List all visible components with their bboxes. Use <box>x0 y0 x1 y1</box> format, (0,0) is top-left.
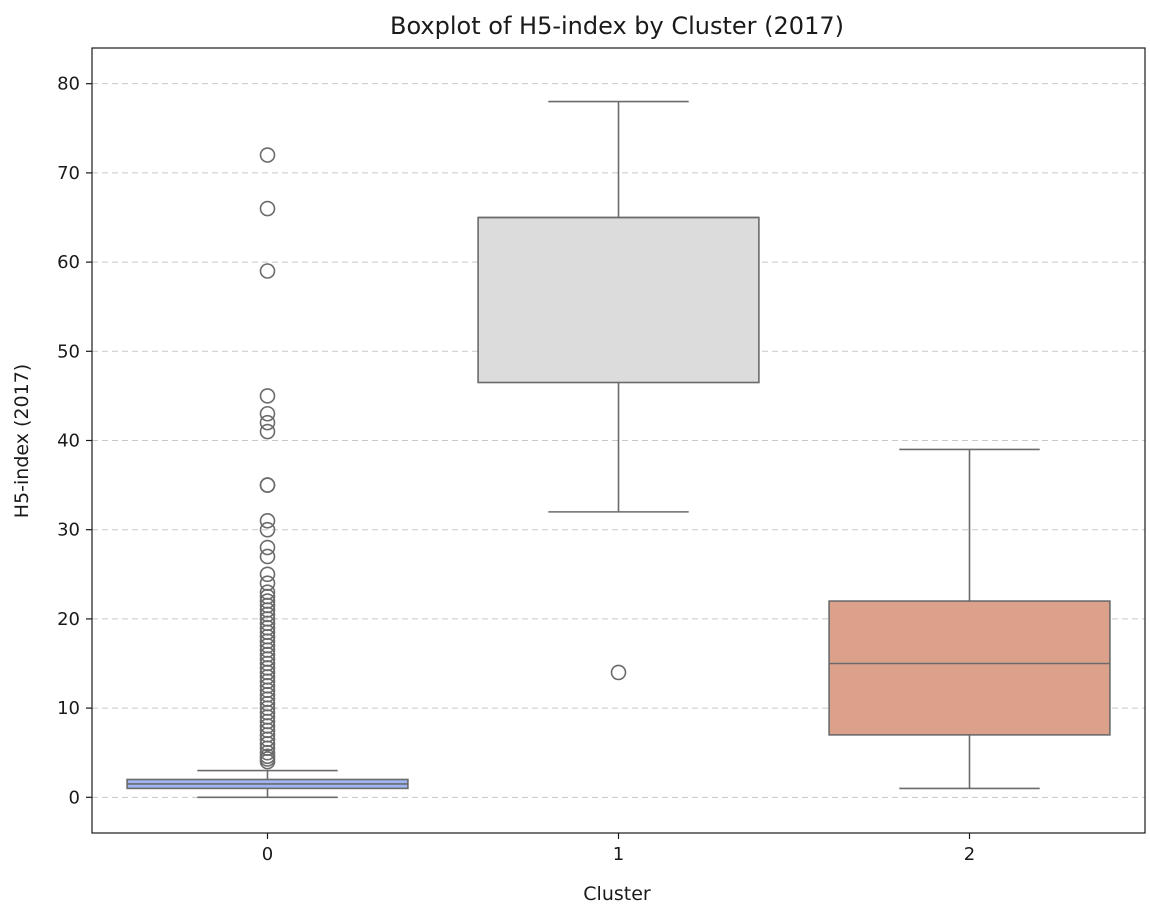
outlier-point <box>259 405 276 422</box>
y-tick-label: 20 <box>57 609 80 630</box>
outlier-point <box>610 664 627 681</box>
y-tick-label: 60 <box>57 252 80 273</box>
box-group-cluster-2 <box>828 448 1111 790</box>
box-group-cluster-0 <box>126 147 409 799</box>
y-axis-title: H5-index (2017) <box>11 364 33 518</box>
y-tick-label: 50 <box>57 341 80 362</box>
iqr-box <box>477 216 760 384</box>
outlier-point <box>259 512 276 529</box>
outlier-point <box>259 566 276 583</box>
chart-title: Boxplot of H5-index by Cluster (2017) <box>390 12 844 40</box>
y-tick-label: 40 <box>57 431 80 452</box>
y-tick-label: 10 <box>57 698 80 719</box>
y-tick-label: 80 <box>57 74 80 95</box>
outlier-point <box>259 584 276 600</box>
x-tick-label: 2 <box>964 844 975 865</box>
box-series <box>126 100 1111 799</box>
outlier-point <box>259 539 276 556</box>
outlier-point <box>259 593 276 609</box>
y-tick-label: 70 <box>57 163 80 184</box>
outlier-point <box>259 548 276 565</box>
x-tick-label: 1 <box>613 844 624 865</box>
outlier-point <box>259 388 276 404</box>
outlier-point <box>259 575 276 592</box>
outlier-point <box>259 147 276 163</box>
x-axis: 0 1 2 <box>262 833 975 865</box>
outlier-point <box>259 521 276 538</box>
y-tick-label: 30 <box>57 520 80 541</box>
outlier-point <box>259 414 276 431</box>
y-axis: 0 10 20 30 40 50 60 70 80 <box>57 74 92 808</box>
outlier-point <box>259 477 276 493</box>
outlier-point <box>259 200 276 217</box>
iqr-box <box>828 600 1111 736</box>
x-tick-label: 0 <box>262 844 273 865</box>
y-tick-label: 0 <box>69 787 80 808</box>
outlier-point <box>259 423 276 440</box>
outlier-point <box>259 263 276 279</box>
box-group-cluster-1 <box>477 100 760 681</box>
x-axis-title: Cluster <box>583 883 651 905</box>
outlier-point <box>259 748 276 765</box>
